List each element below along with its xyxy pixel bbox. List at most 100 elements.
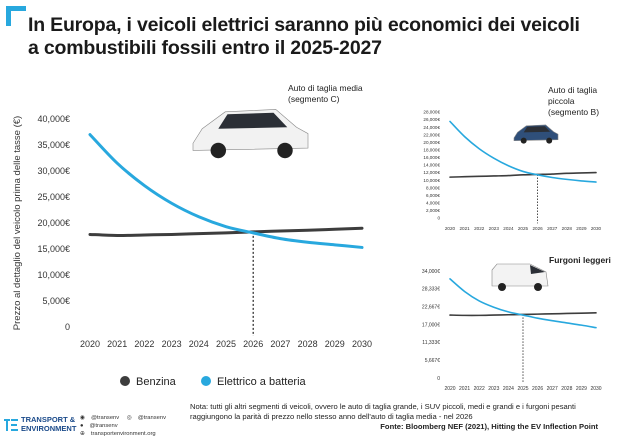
facebook-handle[interactable]: @transenv — [89, 423, 118, 429]
van-ytick-label: 34,000€ — [422, 269, 440, 275]
small-car-icon — [513, 124, 559, 144]
van-xtick-label: 2029 — [576, 386, 587, 392]
van-series-ev-line — [449, 278, 597, 329]
brand-line-2: ENVIRONMENT — [21, 423, 77, 433]
mid-series-ev-line — [88, 133, 364, 249]
mid-ytick-label: 0 — [65, 322, 70, 332]
title-line-1: In Europa, i veicoli elettrici saranno p… — [28, 14, 580, 36]
note-text: Nota: tutti gli altri segmenti di veicol… — [190, 402, 576, 421]
mid-xtick-label: 2029 — [325, 339, 345, 349]
instagram-icon: ◎ — [126, 415, 132, 421]
mid-xtick-label: 2025 — [216, 339, 236, 349]
van-chart-title: Furgoni leggeri — [549, 255, 611, 265]
small-ytick-label: 20,000€ — [423, 140, 440, 145]
van-ytick-label: 0 — [437, 376, 440, 382]
source-text: Fonte: Bloomberg NEF (2021), Hitting the… — [380, 422, 598, 431]
van-ytick-label: 22,667€ — [422, 304, 440, 310]
small-xtick-label: 2027 — [547, 226, 558, 231]
small-xtick-label: 2026 — [532, 226, 543, 231]
small-series-ev-line — [449, 120, 597, 183]
van-xtick-label: 2030 — [590, 386, 601, 392]
title-line-2: a combustibili fossili entro il 2025-202… — [28, 37, 382, 59]
mid-xtick-label: 2020 — [80, 339, 100, 349]
te-logo-icon — [4, 418, 18, 431]
globe-icon: ⊕ — [80, 431, 85, 437]
mid-ytick-label: 30,000€ — [37, 166, 70, 176]
mid-ytick-label: 25,000€ — [37, 192, 70, 202]
small-ytick-label: 28,000€ — [423, 110, 440, 115]
brand-logo: TRANSPORT & ENVIRONMENT — [4, 415, 77, 433]
small-xtick-label: 2023 — [489, 226, 500, 231]
small-xtick-label: 2025 — [518, 226, 529, 231]
small-xtick-label: 2024 — [503, 226, 514, 231]
mid-ytick-label: 35,000€ — [37, 140, 70, 150]
van-icon — [491, 263, 549, 291]
small-ytick-label: 18,000€ — [423, 147, 440, 152]
van-xtick-label: 2025 — [517, 386, 528, 392]
van-xtick-label: 2027 — [547, 386, 558, 392]
van-xtick-label: 2028 — [561, 386, 572, 392]
page-title: In Europa, i veicoli elettrici saranno p… — [28, 14, 613, 60]
legend-benzina-label: Benzina — [136, 376, 177, 388]
van-xtick-label: 2020 — [444, 386, 455, 392]
mid-ytick-label: 10,000€ — [37, 270, 70, 280]
mid-xtick-label: 2022 — [134, 339, 154, 349]
footnote: Nota: tutti gli altri segmenti di veicol… — [190, 402, 610, 432]
small-ytick-label: 10,000€ — [423, 178, 440, 183]
mid-xtick-label: 2026 — [243, 339, 263, 349]
small-xtick-label: 2021 — [459, 226, 470, 231]
small-ytick-label: 24,000€ — [423, 125, 440, 130]
social-links: ◉ @transenv ◎ @transenv ● @transenv ⊕ transp… — [80, 414, 172, 438]
small-series-benzina-line — [449, 171, 597, 178]
small-ytick-label: 16,000€ — [423, 155, 440, 160]
van-xtick-label: 2023 — [488, 386, 499, 392]
legend-ev-marker — [201, 376, 211, 386]
small-ytick-label: 4,000€ — [426, 200, 440, 205]
van-ytick-label: 28,333€ — [422, 287, 440, 293]
van-xtick-label: 2024 — [503, 386, 514, 392]
mid-ytick-label: 5,000€ — [42, 296, 70, 306]
instagram-handle[interactable]: @transenv — [137, 415, 166, 421]
legend-benzina-marker — [120, 376, 130, 386]
small-ytick-label: 6,000€ — [426, 193, 440, 198]
corner-accent-icon — [6, 6, 26, 26]
small-chart-subtitle: piccola — [548, 96, 575, 106]
brand-line-1: TRANSPORT & — [21, 415, 76, 424]
mid-chart-title: Auto di taglia media — [288, 83, 363, 93]
van-xtick-label: 2021 — [459, 386, 470, 392]
van-ytick-label: 17,000€ — [422, 322, 440, 328]
mid-ytick-label: 20,000€ — [37, 218, 70, 228]
small-ytick-label: 0 — [437, 216, 440, 221]
mid-xtick-label: 2027 — [270, 339, 290, 349]
mid-xtick-label: 2023 — [162, 339, 182, 349]
small-xtick-label: 2020 — [445, 226, 456, 231]
mid-xtick-label: 2028 — [298, 339, 318, 349]
van-ytick-label: 5,667€ — [425, 358, 441, 364]
small-ytick-label: 12,000€ — [423, 170, 440, 175]
twitter-handle[interactable]: @transenv — [91, 415, 120, 421]
small-chart-title: Auto di taglia — [548, 85, 597, 95]
mid-xtick-label: 2030 — [352, 339, 372, 349]
website-link[interactable]: transportenvironment.org — [90, 431, 156, 437]
van-xtick-label: 2022 — [474, 386, 485, 392]
twitter-icon: ◉ — [80, 415, 86, 421]
small-xtick-label: 2022 — [474, 226, 485, 231]
mid-series-benzina-line — [88, 226, 364, 237]
small-chart-subtitle-2: (segmento B) — [548, 107, 599, 117]
mid-xtick-label: 2021 — [107, 339, 127, 349]
small-ytick-label: 26,000€ — [423, 117, 440, 122]
mid-xtick-label: 2024 — [189, 339, 209, 349]
mid-ytick-label: 40,000€ — [37, 114, 70, 124]
small-ytick-label: 8,000€ — [426, 185, 440, 190]
van-xtick-label: 2026 — [532, 386, 543, 392]
facebook-icon: ● — [80, 423, 84, 429]
small-ytick-label: 2,000€ — [426, 208, 440, 213]
legend-ev-label: Elettrico a batteria — [217, 376, 307, 388]
hatchback-car-icon — [192, 109, 309, 159]
small-xtick-label: 2030 — [591, 226, 602, 231]
small-xtick-label: 2028 — [562, 226, 573, 231]
mid-chart-subtitle: (segmento C) — [288, 94, 340, 104]
small-ytick-label: 22,000€ — [423, 132, 440, 137]
small-ytick-label: 14,000€ — [423, 163, 440, 168]
